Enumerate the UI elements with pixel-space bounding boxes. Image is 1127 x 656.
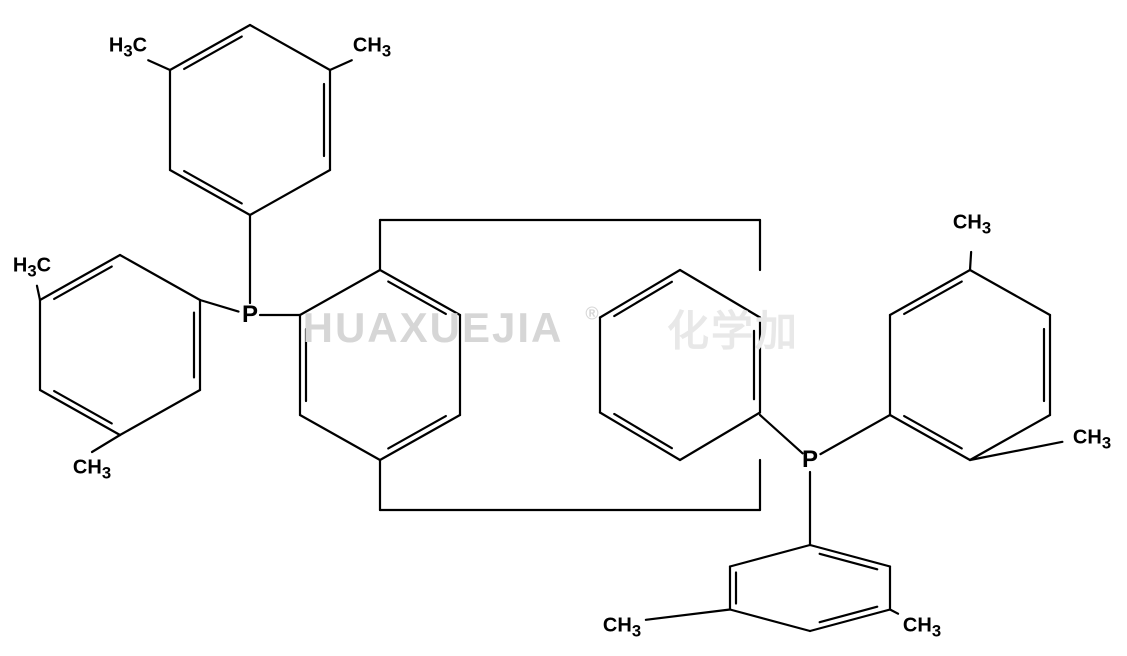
watermark-text: HUAXUEJIA bbox=[303, 304, 564, 352]
bond-layer bbox=[0, 0, 1127, 656]
atom-label: CH3 bbox=[603, 615, 641, 642]
atom-label: H3C bbox=[13, 255, 51, 282]
atom-label: P bbox=[242, 301, 258, 329]
atom-label: P bbox=[802, 446, 818, 474]
atom-label: CH3 bbox=[353, 35, 391, 62]
atom-label: H3C bbox=[109, 35, 147, 62]
atom-label: CH3 bbox=[903, 615, 941, 642]
atom-label: CH3 bbox=[953, 212, 991, 239]
atom-label: CH3 bbox=[1073, 427, 1111, 454]
atom-label: CH3 bbox=[73, 457, 111, 484]
watermark-text: ® bbox=[585, 304, 600, 325]
watermark-text: 化学加 bbox=[667, 298, 799, 359]
molecule-diagram: P P H3C CH3 H3C CH3 CH3 CH3 CH3 CH3 HUAXUEJIA ® 化学加 bbox=[0, 0, 1127, 656]
